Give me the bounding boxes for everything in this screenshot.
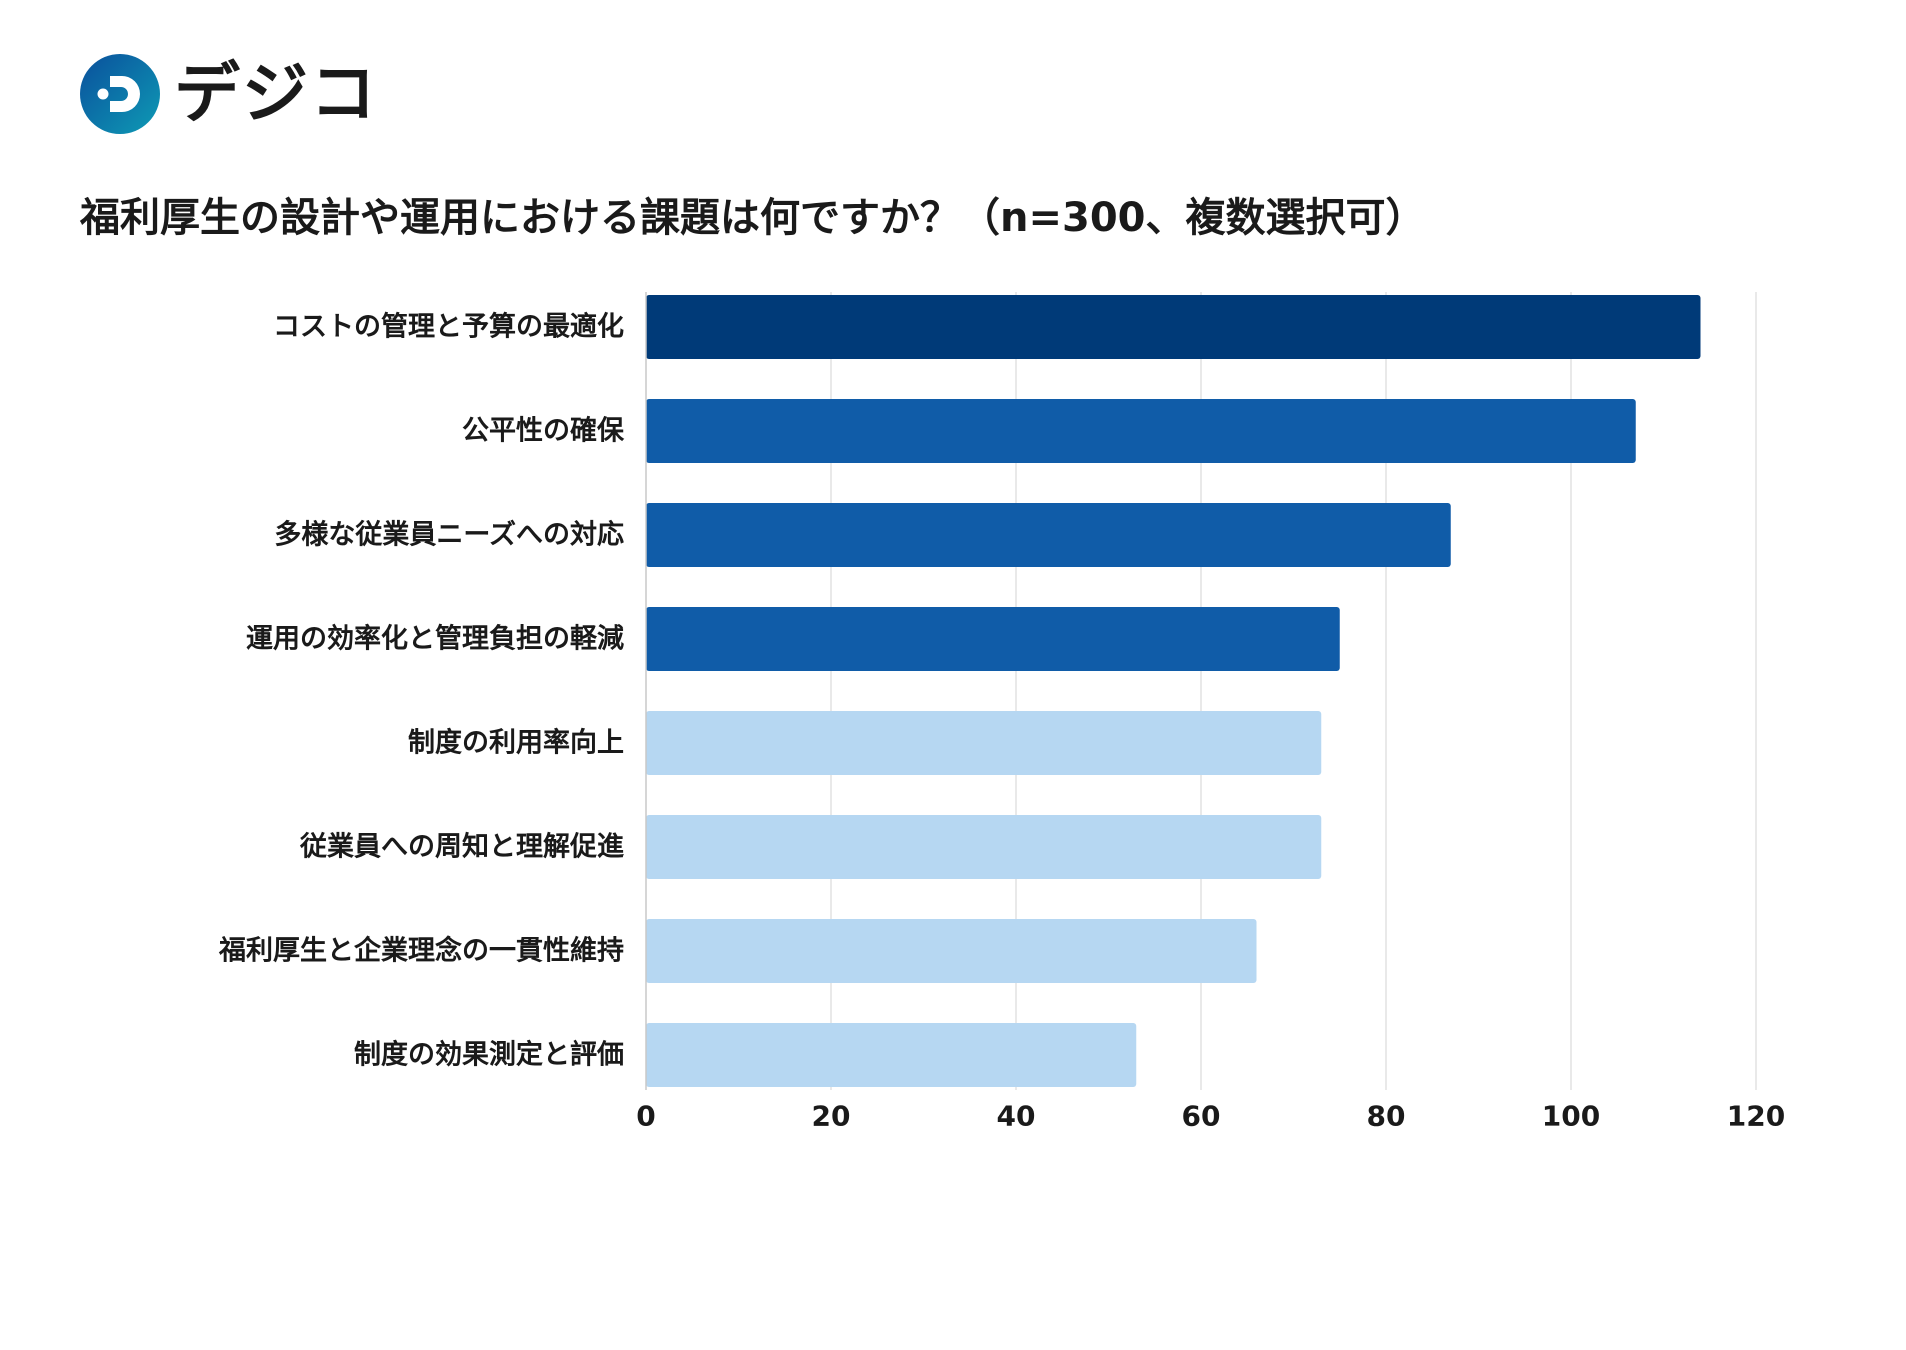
bar: [646, 399, 1636, 463]
x-tick-label: 0: [636, 1100, 655, 1133]
chart-title: 福利厚生の設計や運用における課題は何ですか？（n=300、複数選択可）: [80, 195, 1426, 241]
bar: [646, 711, 1322, 775]
bar: [646, 503, 1451, 567]
brand-name: デジコ: [174, 55, 378, 132]
bar: [646, 815, 1322, 879]
category-label: 公平性の確保: [462, 415, 625, 447]
bar: [646, 607, 1340, 671]
category-label: 運用の効率化と管理負担の軽減: [246, 623, 624, 655]
brand-logo: デジコ: [80, 52, 378, 136]
category-label: 多様な従業員ニーズへの対応: [274, 519, 624, 551]
x-tick-label: 80: [1367, 1100, 1406, 1133]
x-tick-label: 40: [997, 1100, 1036, 1133]
bar: [646, 919, 1257, 983]
digico-logo-icon: [80, 54, 160, 134]
x-tick-label: 100: [1542, 1100, 1600, 1133]
category-label: 福利厚生と企業理念の一貫性維持: [218, 935, 624, 967]
x-tick-label: 120: [1727, 1100, 1785, 1133]
category-label: 制度の効果測定と評価: [354, 1039, 624, 1071]
bar: [646, 295, 1701, 359]
category-label: 制度の利用率向上: [408, 727, 624, 759]
bar: [646, 1023, 1137, 1087]
x-tick-label: 20: [812, 1100, 851, 1133]
x-tick-label: 60: [1182, 1100, 1221, 1133]
category-label: 従業員への周知と理解促進: [299, 832, 624, 863]
category-label: コストの管理と予算の最適化: [273, 311, 624, 343]
